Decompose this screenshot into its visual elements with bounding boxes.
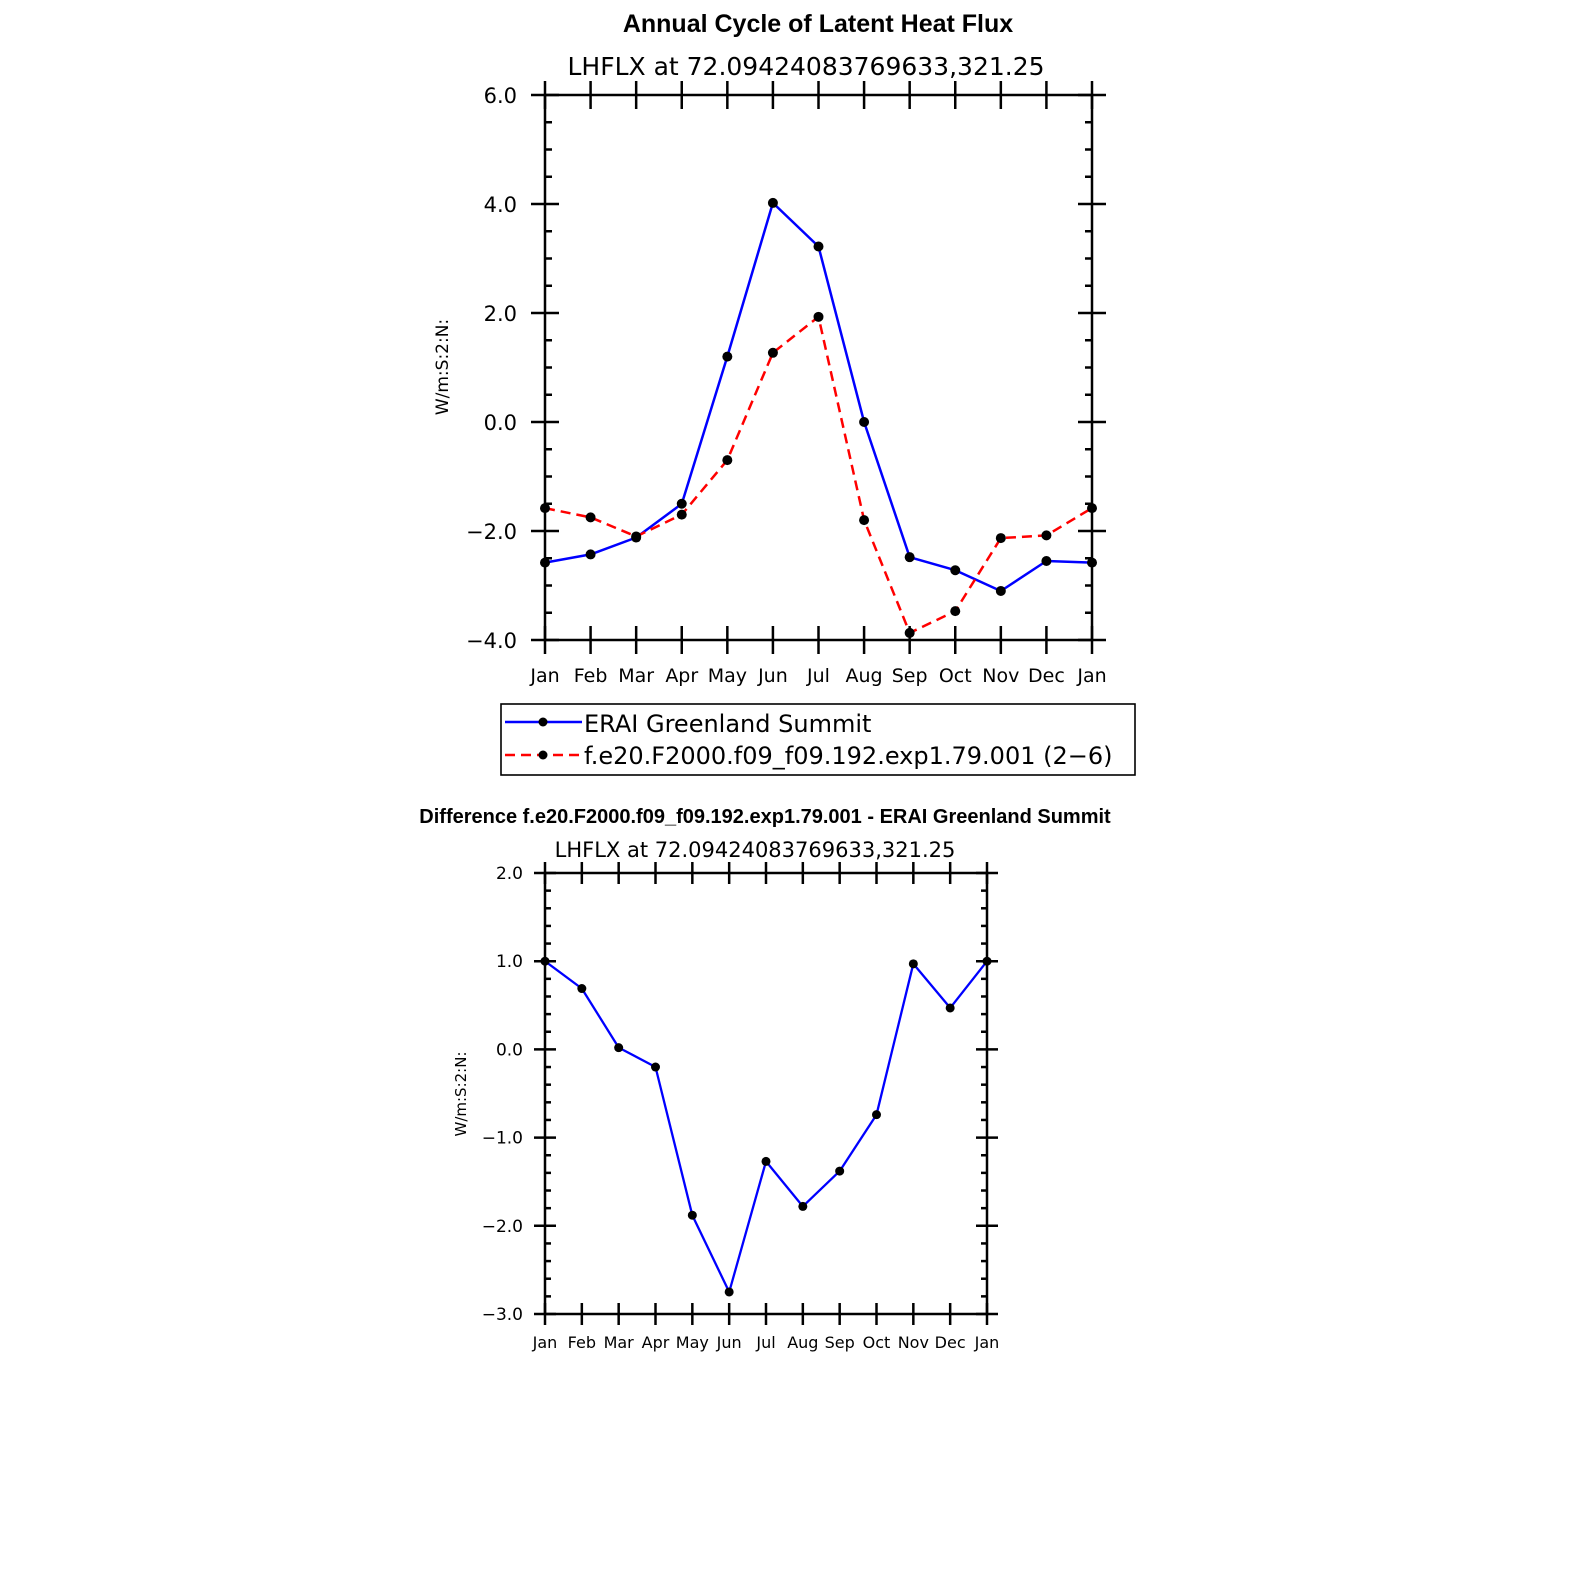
difference-chart-subtitle: LHFLX at 72.09424083769633,321.25 (555, 838, 956, 862)
difference-data-point (982, 956, 992, 966)
difference-x-tick-label: Oct (863, 1333, 891, 1352)
difference-data-point (540, 956, 550, 966)
difference-x-tick-label: Jul (755, 1333, 775, 1352)
difference-data-point (835, 1166, 845, 1176)
difference-x-tick-label: Feb (568, 1333, 596, 1352)
data-point (813, 241, 824, 252)
x-tick-label: Jan (1076, 665, 1106, 687)
x-tick-label: Jun (757, 665, 788, 687)
y-tick-label: 6.0 (484, 84, 517, 108)
data-point (1041, 530, 1052, 541)
plot-frame (543, 93, 1094, 642)
difference-series-line-0 (544, 960, 988, 1294)
difference-y-tick-label: −3.0 (482, 1305, 523, 1325)
chart-title: Annual Cycle of Latent Heat Flux (623, 10, 1013, 38)
difference-x-tick-label: May (676, 1333, 709, 1352)
x-tick-label: Jan (529, 665, 559, 687)
data-point (540, 503, 550, 514)
difference-data-point (761, 1156, 771, 1166)
data-point (676, 509, 687, 520)
data-point (859, 515, 870, 526)
data-point (767, 197, 778, 208)
difference-data-point (908, 959, 918, 969)
data-point (950, 606, 961, 617)
legend-box (500, 703, 1136, 776)
difference-plot: −3.0 −2.0 −1.0 0.0 1.0 2.0 Jan Feb Mar Apr May Jun J… (482, 862, 1000, 1352)
difference-x-tick-label: Jan (532, 1333, 558, 1352)
difference-plot-frame (543, 871, 989, 1316)
data-point (722, 455, 733, 466)
x-tick-label: Dec (1028, 665, 1065, 687)
difference-y-tick-label: 1.0 (496, 952, 523, 972)
legend-marker-model (538, 750, 548, 760)
legend-label-model: f.e20.F2000.f09_f09.192.exp1.79.001 (2−6… (584, 742, 1112, 770)
difference-x-tick-label: Jan (974, 1333, 1000, 1352)
y-tick-label: −4.0 (466, 629, 517, 653)
difference-data-point (577, 984, 587, 994)
data-point (950, 565, 961, 576)
difference-data-point (798, 1201, 808, 1211)
data-point (813, 311, 824, 322)
difference-y-tick-label: 2.0 (496, 864, 523, 884)
data-point (1087, 503, 1097, 514)
legend-label-erai: ERAI Greenland Summit (584, 710, 871, 738)
x-tick-label: Nov (982, 665, 1019, 687)
data-point (585, 549, 596, 560)
data-point (585, 512, 596, 523)
difference-y-tick-label: −2.0 (482, 1217, 523, 1237)
data-point (676, 498, 687, 509)
data-point (1087, 557, 1097, 568)
annual-cycle-plot: −4.0 −2.0 0.0 2.0 4.0 6.0 Jan Feb Mar Apr May Jun Ju… (466, 81, 1107, 687)
data-point (904, 627, 915, 638)
data-point (540, 557, 550, 568)
legend-marker-erai (538, 717, 548, 727)
x-tick-label: Apr (665, 665, 698, 687)
data-point (631, 531, 642, 542)
difference-x-tick-label: Jun (716, 1333, 742, 1352)
difference-y-tick-label: −1.0 (482, 1129, 523, 1149)
data-point (995, 533, 1006, 544)
difference-chart-title: Difference f.e20.F2000.f09_f09.192.exp1.… (419, 806, 1111, 828)
difference-x-tick-label: Sep (825, 1333, 855, 1352)
x-tick-label: Feb (574, 665, 608, 687)
data-point (1041, 555, 1052, 566)
legend: ERAI Greenland Summit f.e20.F2000.f09_f0… (500, 703, 1136, 776)
x-tick-label: Oct (939, 665, 972, 687)
x-tick-label: Sep (892, 665, 928, 687)
difference-data-point (687, 1210, 697, 1220)
y-tick-label: 4.0 (484, 193, 517, 217)
data-point (859, 417, 870, 427)
difference-data-point (945, 1003, 955, 1013)
difference-x-tick-label: Apr (642, 1333, 670, 1352)
y-axis-label: W/m:S:2:N: (433, 319, 453, 415)
difference-x-tick-label: Nov (898, 1333, 929, 1352)
y-tick-label: 0.0 (484, 411, 517, 435)
difference-x-tick-label: Aug (787, 1333, 818, 1352)
difference-x-tick-label: Mar (604, 1333, 635, 1352)
difference-y-tick-label: 0.0 (496, 1040, 523, 1060)
difference-data-point (724, 1287, 734, 1297)
difference-data-point (614, 1043, 624, 1053)
x-tick-label: May (708, 665, 747, 687)
difference-data-point (651, 1062, 660, 1072)
difference-x-tick-label: Dec (935, 1333, 966, 1352)
data-point (767, 347, 778, 358)
data-point (904, 552, 915, 563)
x-tick-label: Aug (846, 665, 883, 687)
difference-y-axis-label: W/m:S:2:N: (452, 1052, 470, 1137)
difference-data-point (872, 1110, 881, 1120)
y-tick-label: −2.0 (466, 520, 517, 544)
x-tick-label: Jul (806, 665, 830, 687)
x-tick-label: Mar (618, 665, 654, 687)
data-point (722, 351, 733, 362)
data-point (995, 585, 1006, 596)
chart-subtitle: LHFLX at 72.09424083769633,321.25 (567, 52, 1044, 81)
y-tick-label: 2.0 (484, 302, 517, 326)
